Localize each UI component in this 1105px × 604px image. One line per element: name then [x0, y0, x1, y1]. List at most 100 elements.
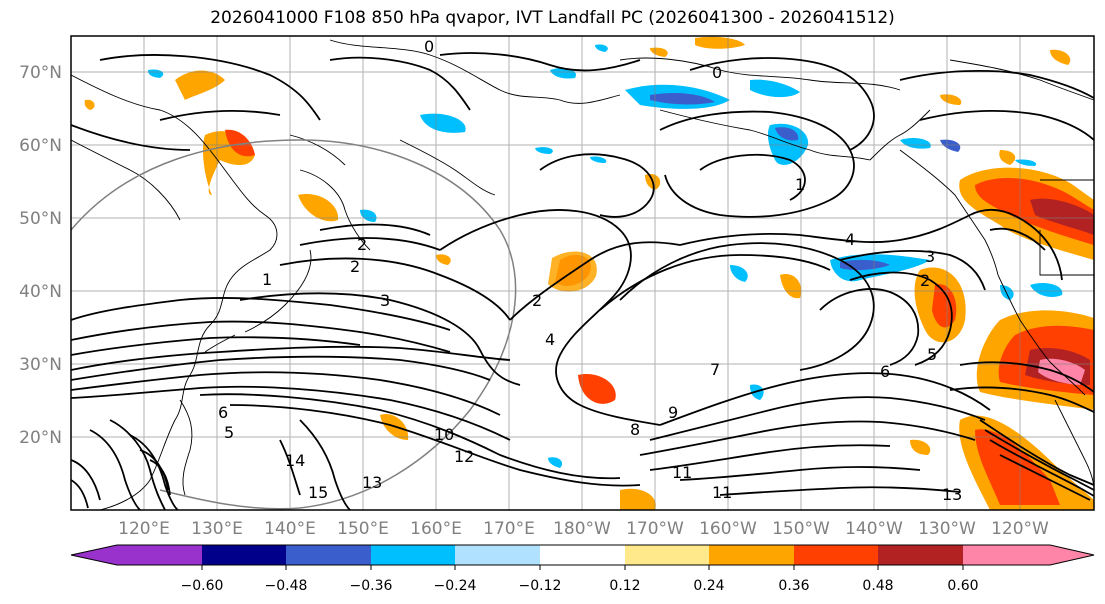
contour-line [509, 241, 681, 321]
lat-label: 30°N [19, 355, 62, 375]
negative-anomaly-patch [535, 147, 553, 154]
lon-label: 120°W [991, 519, 1049, 539]
lon-label: 130°W [918, 519, 976, 539]
contour-line [969, 208, 1063, 281]
contour-line [139, 449, 169, 491]
colorbar-segment [625, 545, 709, 565]
contour-line [539, 153, 655, 218]
negative-anomaly-patch [940, 139, 961, 152]
contour-label: 14 [285, 451, 305, 470]
positive-anomaly-patch [650, 47, 668, 57]
colorbar-segment [878, 545, 963, 565]
contour-line [71, 479, 89, 509]
coastline-asia [71, 74, 278, 510]
lat-label: 20°N [19, 428, 62, 448]
contour-line [819, 288, 920, 366]
contour-label: 4 [545, 330, 555, 349]
coastline-alaska [619, 57, 901, 91]
contour-line [984, 429, 1094, 491]
coastline-siberia [329, 39, 621, 104]
colorbar-segment [202, 545, 286, 565]
contour-line [71, 355, 491, 381]
colorbar-tick-label: 0.60 [947, 578, 978, 594]
contour-label: 0 [712, 63, 722, 82]
colorbar-tick-label: 0.48 [862, 578, 893, 594]
contour-line [71, 320, 451, 353]
contour-label: 7 [710, 360, 720, 379]
lon-label: 170°W [626, 519, 684, 539]
range-circle [71, 139, 517, 510]
contour-label: 2 [920, 271, 930, 290]
contour-line [279, 439, 301, 496]
colorbar-tick-label: 0.36 [778, 578, 809, 594]
contour-line [319, 223, 431, 236]
contour-line [659, 372, 991, 426]
colorbar-segment [117, 545, 202, 565]
contour-line [71, 459, 101, 501]
contour-line [949, 386, 1094, 413]
lon-label: 130°E [191, 519, 243, 539]
contour-line [149, 459, 171, 496]
coastline-bc [899, 149, 999, 276]
negative-anomaly-patch [775, 127, 799, 141]
lat-label: 40°N [19, 282, 62, 302]
latitude-labels: 70°N 60°N 50°N 40°N 30°N 20°N [19, 63, 62, 448]
map-frame [70, 35, 1095, 511]
colorbar-tick-label: −0.36 [350, 578, 393, 594]
contour-line [279, 257, 511, 321]
coastline-japan [204, 334, 236, 353]
contour-label: 2 [350, 257, 360, 276]
contour-label: 1 [262, 270, 272, 289]
negative-anomaly-patch [590, 156, 607, 163]
ivt-contours [71, 52, 1094, 510]
negative-anomaly-patch [1030, 283, 1063, 297]
contour-labels: 0 0 1 1 2 2 2 2 3 3 4 4 5 5 6 6 7 8 9 10… [218, 37, 962, 504]
contour-label: 5 [224, 423, 234, 442]
positive-anomaly-patch [780, 274, 802, 299]
negative-anomaly-patch [650, 92, 715, 105]
lon-label: 150°W [772, 519, 830, 539]
negative-anomaly-patch [900, 137, 931, 149]
contour-line [659, 110, 855, 218]
positive-anomaly-patch [1050, 49, 1071, 65]
positive-anomaly-patch [940, 94, 962, 105]
coastline-usa [997, 274, 1086, 396]
negative-anomaly-patch [730, 265, 748, 282]
contour-label: 12 [454, 447, 474, 466]
contour-line [159, 109, 281, 121]
colorbar-tick-label: −0.24 [434, 578, 477, 594]
colorbar-segment [709, 545, 794, 565]
contour-label: 11 [672, 463, 692, 482]
colorbar-segment [794, 545, 878, 565]
positive-anomaly-patch [1030, 198, 1094, 235]
coastline-asia [71, 139, 181, 221]
contour-line [199, 393, 621, 480]
lon-label: 180°W [553, 519, 611, 539]
positive-anomaly-patch [975, 429, 1060, 505]
contour-label: 11 [712, 483, 732, 502]
contour-label: 2 [532, 291, 542, 310]
negative-anomaly-patch [1000, 285, 1014, 300]
contour-line [99, 54, 321, 121]
contour-line [89, 429, 141, 510]
contour-label: 4 [845, 230, 855, 249]
contour-line [999, 454, 1091, 501]
coastline-philippines [179, 399, 193, 496]
contour-line [239, 292, 521, 386]
positive-anomaly-patch [436, 254, 451, 265]
positive-anomaly-patch [84, 99, 95, 110]
positive-anomaly-patch [999, 150, 1016, 165]
contour-line [899, 69, 1094, 99]
contour-line [299, 237, 441, 251]
contour-line [699, 153, 806, 201]
contour-line [229, 404, 641, 487]
contour-line [129, 434, 179, 510]
contour-line [649, 444, 891, 471]
contour-line [689, 57, 875, 151]
contour-label: 6 [880, 362, 890, 381]
lon-label: 150°E [337, 519, 389, 539]
colorbar-extend-low [71, 545, 117, 565]
negative-anomaly-patch [767, 123, 809, 165]
figure-title: 2026041000 F108 850 hPa qvapor, IVT Land… [210, 8, 895, 28]
contour-line [109, 419, 166, 510]
